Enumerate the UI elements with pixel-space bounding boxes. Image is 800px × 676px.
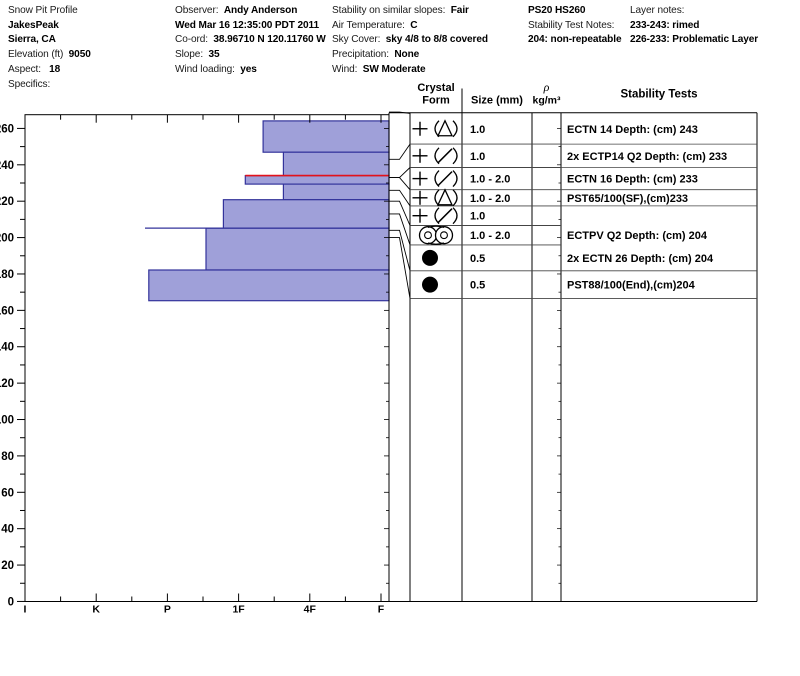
svg-text:1.0: 1.0	[470, 151, 485, 163]
svg-text:1F: 1F	[232, 604, 245, 616]
svg-text:P: P	[164, 604, 171, 616]
svg-text:Size (mm): Size (mm)	[471, 95, 523, 107]
svg-text:40: 40	[1, 524, 14, 536]
svg-text:2x ECTN 26 Depth: (cm) 204: 2x ECTN 26 Depth: (cm) 204	[567, 253, 714, 265]
svg-text:Form: Form	[422, 95, 450, 107]
svg-text:80: 80	[1, 451, 14, 463]
svg-text:PST65/100(SF),(cm)233: PST65/100(SF),(cm)233	[567, 193, 688, 205]
svg-text:PST88/100(End),(cm)204: PST88/100(End),(cm)204	[567, 280, 696, 292]
svg-text:Crystal: Crystal	[417, 82, 454, 94]
svg-text:4F: 4F	[304, 604, 317, 616]
svg-text:180: 180	[0, 269, 14, 281]
svg-text:1.0 - 2.0: 1.0 - 2.0	[470, 230, 510, 242]
svg-text:2x ECTP14 Q2 Depth: (cm) 233: 2x ECTP14 Q2 Depth: (cm) 233	[567, 151, 727, 163]
svg-text:1.0: 1.0	[470, 211, 485, 223]
svg-text:100: 100	[0, 415, 14, 427]
svg-text:1.0: 1.0	[470, 124, 485, 136]
svg-text:260: 260	[0, 123, 14, 135]
svg-text:I: I	[24, 604, 27, 616]
svg-text:ECTPV Q2 Depth: (cm) 204: ECTPV Q2 Depth: (cm) 204	[567, 230, 708, 242]
svg-text:ECTN 16 Depth: (cm) 233: ECTN 16 Depth: (cm) 233	[567, 174, 698, 186]
svg-text:0.5: 0.5	[470, 253, 485, 265]
svg-text:ρ: ρ	[543, 80, 550, 94]
svg-text:0.5: 0.5	[470, 280, 485, 292]
svg-text:240: 240	[0, 160, 14, 172]
svg-text:160: 160	[0, 305, 14, 317]
svg-text:Stability Tests: Stability Tests	[620, 89, 697, 101]
svg-text:0: 0	[8, 596, 14, 608]
svg-text:kg/m³: kg/m³	[532, 95, 561, 107]
svg-text:1.0 - 2.0: 1.0 - 2.0	[470, 174, 510, 186]
svg-text:120: 120	[0, 378, 14, 390]
svg-text:ECTN 14 Depth: (cm) 243: ECTN 14 Depth: (cm) 243	[567, 124, 698, 136]
svg-text:F: F	[378, 604, 385, 616]
svg-text:1.0 - 2.0: 1.0 - 2.0	[470, 193, 510, 205]
svg-text:140: 140	[0, 342, 14, 354]
svg-text:20: 20	[1, 560, 14, 572]
svg-text:60: 60	[1, 487, 14, 499]
svg-text:220: 220	[0, 196, 14, 208]
svg-text:200: 200	[0, 233, 14, 245]
svg-text:K: K	[92, 604, 100, 616]
